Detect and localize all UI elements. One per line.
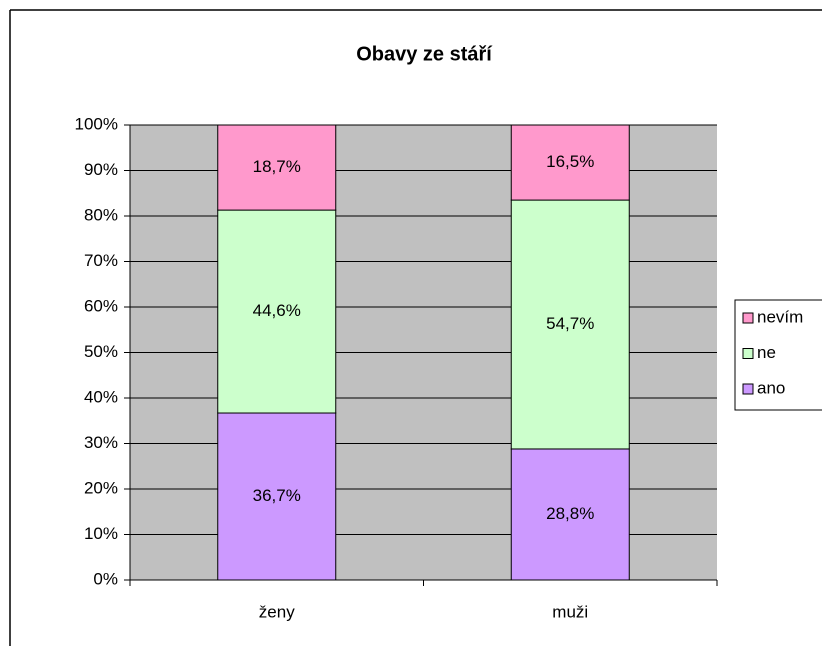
x-tick-label: muži xyxy=(552,602,588,621)
bar-segment xyxy=(510,124,630,201)
y-tick-label: 60% xyxy=(84,296,118,315)
legend-swatch xyxy=(742,383,754,395)
y-tick-label: 0% xyxy=(93,569,118,588)
y-tick-label: 10% xyxy=(84,524,118,543)
legend-swatch xyxy=(742,348,754,359)
y-tick-label: 70% xyxy=(84,251,118,270)
x-tick-label: ženy xyxy=(259,602,295,621)
legend-label: nevím xyxy=(757,307,803,326)
y-tick-label: 40% xyxy=(84,387,118,406)
y-tick-label: 80% xyxy=(84,205,118,224)
bar-segment xyxy=(510,199,630,450)
legend-swatch xyxy=(742,312,754,324)
y-tick-label: 30% xyxy=(84,433,118,452)
value-label: 44,6% xyxy=(253,301,301,320)
legend-label: ano xyxy=(757,378,785,397)
y-tick-label: 90% xyxy=(84,160,118,179)
bar-segment xyxy=(217,412,337,581)
y-tick-label: 50% xyxy=(84,342,118,361)
value-label: 36,7% xyxy=(253,486,301,505)
y-tick-label: 100% xyxy=(75,114,118,133)
bar-segment xyxy=(510,448,630,581)
legend-label: ne xyxy=(757,343,776,362)
value-label: 16,5% xyxy=(546,152,594,171)
chart-title: Obavy ze stáří xyxy=(356,43,493,65)
value-label: 28,8% xyxy=(546,504,594,523)
bar-segment xyxy=(217,209,337,414)
y-tick-label: 20% xyxy=(84,478,118,497)
value-label: 18,7% xyxy=(253,157,301,176)
value-label: 54,7% xyxy=(546,314,594,333)
bar-segment xyxy=(217,124,337,211)
